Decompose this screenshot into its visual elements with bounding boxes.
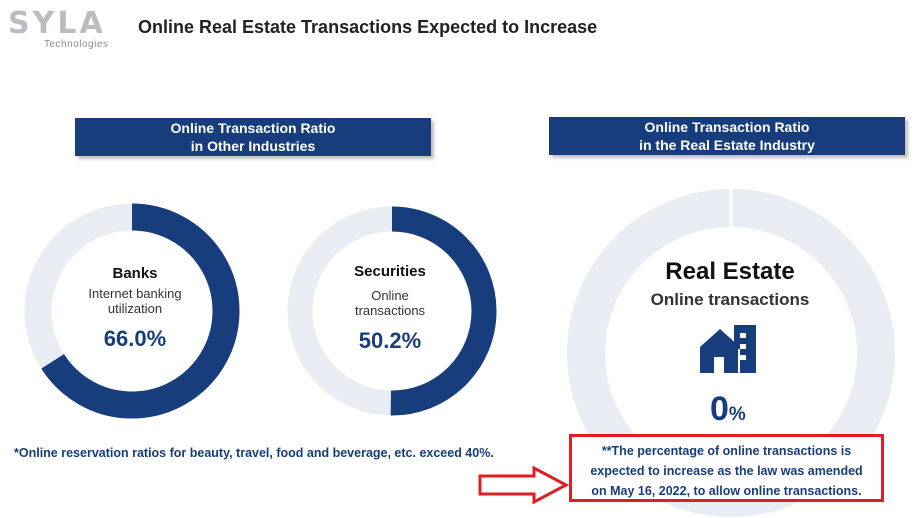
banks-title: Banks [112, 265, 158, 282]
house-building-icon [700, 325, 756, 373]
logo-subtext: Technologies [44, 39, 109, 50]
callout-line-2: expected to increase as the law was amen… [590, 464, 863, 478]
callout-line-3: on May 16, 2022, to allow online transac… [591, 484, 862, 498]
banks-value: 66.0% [103, 326, 167, 351]
section-header-other-industries: Online Transaction Ratio in Other Indust… [75, 118, 431, 156]
logo-text: SYLA [8, 6, 106, 41]
callout-box: **The percentage of online transactions … [569, 434, 884, 502]
securities-title: Securities [354, 263, 426, 280]
banks-subtitle-2: utilization [107, 301, 163, 316]
footnote: *Online reservation ratios for beauty, t… [14, 446, 494, 460]
banks-label-group: Banks Internet banking utilization 66.0% [70, 265, 200, 352]
securities-value: 50.2% [358, 328, 422, 353]
real-estate-title: Real Estate [665, 258, 795, 285]
real-estate-label-group: Real Estate Online transactions 0% [610, 258, 850, 428]
banks-subtitle-1: Internet banking [88, 286, 182, 301]
header-line-2: in Other Industries [190, 138, 316, 154]
section-header-real-estate: Online Transaction Ratio in the Real Est… [549, 117, 905, 155]
header-line-2: in the Real Estate Industry [639, 137, 815, 153]
banks-donut [24, 203, 240, 419]
page-title: Online Real Estate Transactions Expected… [138, 17, 598, 37]
real-estate-value-number: 0 [710, 390, 729, 428]
callout-line-1: **The percentage of online transactions … [601, 444, 852, 458]
header-line-1: Online Transaction Ratio [644, 119, 810, 135]
securities-ring-arc [390, 206, 497, 416]
securities-subtitle-1: Online [371, 288, 409, 303]
banks-ring-arc [41, 203, 240, 419]
real-estate-value-unit: % [728, 404, 746, 425]
real-estate-value: 0% [710, 390, 746, 429]
securities-label-group: Securities Online transactions 50.2% [325, 263, 455, 354]
securities-donut [287, 206, 497, 416]
arrow-right-icon [478, 466, 570, 504]
real-estate-subtitle: Online transactions [650, 290, 810, 309]
syla-logo: SYLA Technologies [8, 6, 120, 50]
header-line-1: Online Transaction Ratio [170, 120, 336, 136]
securities-subtitle-2: transactions [354, 303, 426, 318]
